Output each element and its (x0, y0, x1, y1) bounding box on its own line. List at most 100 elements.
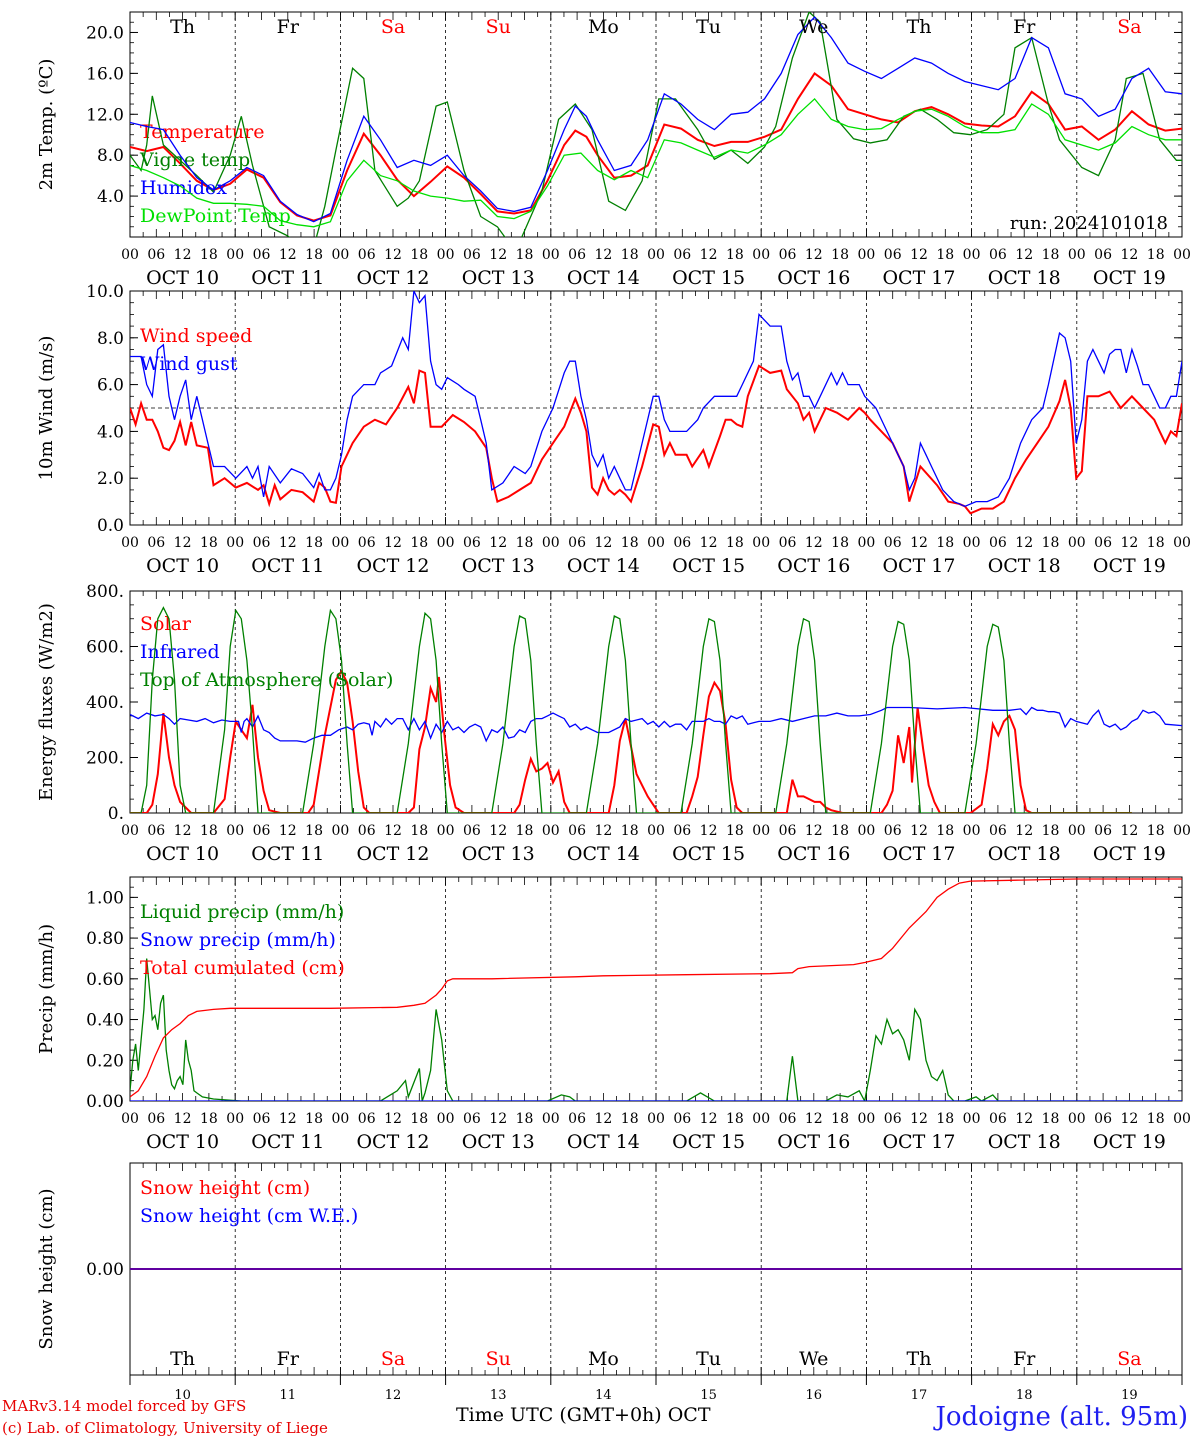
date-label: OCT 17 (882, 1131, 955, 1153)
legend-entry: Snow height (cm W.E.) (140, 1205, 358, 1227)
hour-tick-label: 18 (1147, 247, 1165, 263)
hour-tick-label: 18 (410, 535, 428, 551)
hour-tick-label: 18 (936, 823, 954, 839)
hour-tick-label: 00 (542, 535, 560, 551)
day-name: Sa (1117, 16, 1141, 38)
hour-tick-label: 06 (463, 535, 481, 551)
y-tick-label: 24.0 (86, 0, 124, 3)
hour-tick-label: 12 (489, 1111, 507, 1127)
day-number: 19 (1121, 1388, 1138, 1403)
panel-1: 4.0 8.0 12.0 16.0 20.0 24.0 2m Temp. (ºC) Tempe… (36, 0, 1191, 289)
hour-tick-label: 00 (121, 823, 139, 839)
y-tick-label: 0.80 (86, 929, 124, 949)
hour-tick-label: 18 (726, 535, 744, 551)
hour-tick-label: 12 (279, 247, 297, 263)
hour-tick-label: 12 (1120, 1111, 1138, 1127)
panel-4: 0.00 0.20 0.40 0.60 0.80 1.00 Precip (mm/h) Liq… (36, 876, 1191, 1153)
date-label: OCT 14 (567, 267, 640, 289)
y-tick-label: 8.0 (97, 146, 124, 166)
date-label: OCT 11 (251, 555, 324, 577)
day-name: Sa (381, 1348, 405, 1370)
date-label: OCT 14 (567, 843, 640, 865)
series-line (130, 97, 1182, 228)
hour-tick-label: 00 (752, 535, 770, 551)
hour-tick-label: 12 (384, 247, 402, 263)
day-number: 17 (911, 1388, 928, 1403)
credit-model: MARv3.14 model forced by GFS (2, 1397, 247, 1415)
date-label: OCT 18 (988, 555, 1061, 577)
hour-tick-label: 18 (726, 1111, 744, 1127)
series-line (130, 16, 1182, 223)
hour-tick-label: 06 (253, 247, 271, 263)
date-label: OCT 11 (251, 267, 324, 289)
hour-tick-label: 12 (700, 823, 718, 839)
y-axis-label: Energy fluxes (W/m2) (36, 603, 57, 801)
hour-tick-label: 18 (621, 823, 639, 839)
hour-tick-label: 00 (963, 535, 981, 551)
y-tick-label: 2.0 (97, 469, 124, 489)
hour-tick-label: 06 (989, 1111, 1007, 1127)
legend-entry: Snow precip (mm/h) (140, 929, 336, 951)
y-tick-label: 800. (86, 582, 124, 602)
hour-tick-label: 00 (437, 535, 455, 551)
hour-tick-label: 12 (489, 535, 507, 551)
date-label: OCT 14 (567, 1131, 640, 1153)
hour-tick-label: 06 (253, 535, 271, 551)
date-label: OCT 11 (251, 843, 324, 865)
hour-tick-label: 12 (279, 823, 297, 839)
day-name: Mo (588, 16, 619, 38)
series-line (130, 606, 1132, 813)
y-tick-label: 0.00 (86, 1092, 124, 1112)
hour-tick-label: 06 (358, 823, 376, 839)
hour-tick-label: 18 (1147, 823, 1165, 839)
hour-tick-label: 12 (174, 823, 192, 839)
hour-tick-label: 18 (305, 247, 323, 263)
hour-tick-label: 12 (1120, 823, 1138, 839)
hour-tick-label: 00 (647, 1111, 665, 1127)
legend-entry: Liquid precip (mm/h) (140, 901, 344, 923)
day-name: Mo (588, 1348, 619, 1370)
day-name: Tu (696, 1348, 721, 1370)
hour-tick-label: 18 (726, 247, 744, 263)
hour-tick-label: 12 (910, 535, 928, 551)
hour-tick-label: 18 (936, 247, 954, 263)
day-name: Fr (277, 1348, 300, 1370)
hour-tick-label: 12 (1015, 535, 1033, 551)
hour-tick-label: 06 (1094, 1111, 1112, 1127)
hour-tick-label: 12 (805, 247, 823, 263)
hour-tick-label: 06 (568, 823, 586, 839)
hour-tick-label: 12 (805, 535, 823, 551)
date-label: OCT 12 (356, 843, 429, 865)
y-tick-label: 0. (108, 804, 124, 824)
date-label: OCT 17 (882, 267, 955, 289)
hour-tick-label: 06 (779, 247, 797, 263)
date-label: OCT 13 (462, 267, 535, 289)
x-axis-title: Time UTC (GMT+0h) OCT (456, 1404, 711, 1426)
hour-tick-label: 00 (647, 247, 665, 263)
date-label: OCT 17 (882, 843, 955, 865)
hour-tick-label: 06 (147, 823, 165, 839)
y-tick-label: 6.0 (97, 376, 124, 396)
hour-tick-label: 18 (305, 1111, 323, 1127)
hour-tick-label: 18 (831, 823, 849, 839)
hour-tick-label: 12 (910, 823, 928, 839)
hour-tick-label: 06 (1094, 823, 1112, 839)
hour-tick-label: 18 (516, 535, 534, 551)
hour-tick-label: 00 (1173, 535, 1191, 551)
legend-entry: Snow height (cm) (140, 1177, 310, 1199)
series-line (130, 364, 1182, 515)
date-label: OCT 13 (462, 555, 535, 577)
hour-tick-label: 00 (226, 1111, 244, 1127)
date-label: OCT 10 (146, 267, 219, 289)
hour-tick-label: 00 (963, 823, 981, 839)
hour-tick-label: 06 (568, 1111, 586, 1127)
hour-tick-label: 18 (831, 247, 849, 263)
day-name: Sa (1117, 1348, 1141, 1370)
hour-tick-label: 18 (410, 823, 428, 839)
y-tick-label: 1.00 (86, 888, 124, 908)
hour-tick-label: 06 (673, 1111, 691, 1127)
date-label: OCT 19 (1093, 1131, 1166, 1153)
station-name: Jodoigne (alt. 95m) (935, 1402, 1188, 1432)
date-label: OCT 14 (567, 555, 640, 577)
date-label: OCT 12 (356, 267, 429, 289)
